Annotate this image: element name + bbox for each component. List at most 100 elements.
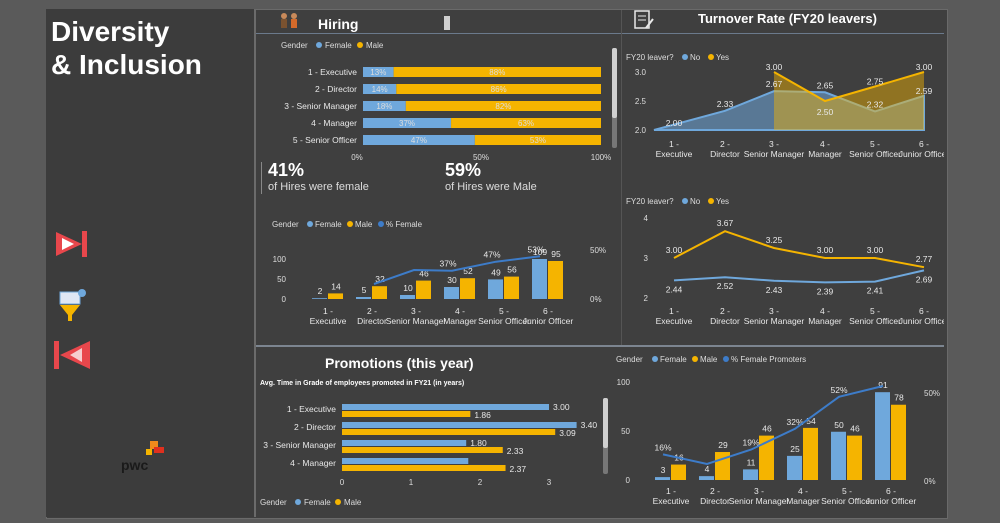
category-label: Executive — [653, 496, 690, 506]
category-label: Junior Officer — [899, 149, 944, 159]
turnover-line-chart: FY20 leaver? No Yes 4 3 2 2.44 2.52 2.43 2.39 2… — [626, 197, 944, 326]
data-label: 14 — [331, 281, 341, 291]
category-label: Senior Manager — [386, 316, 447, 326]
legend-yes: Yes — [716, 197, 729, 206]
data-label: 91 — [878, 380, 888, 390]
bar-male — [671, 464, 686, 480]
filter-icon[interactable] — [59, 289, 86, 321]
bar-female — [831, 431, 846, 480]
scrollbar-thumb[interactable] — [612, 48, 617, 118]
data-label: 11 — [747, 457, 756, 467]
category-label: 6 - — [886, 486, 896, 496]
avg-time-chart: Avg. Time in Grade of employees promoted… — [260, 380, 608, 507]
pct-female-line — [662, 385, 884, 466]
bar-female — [363, 67, 394, 77]
data-label: 2.33 — [717, 99, 734, 109]
pct-label: 37% — [439, 259, 456, 269]
hires-bar-chart: Gender Female Male % Female 100 50 0 50% 0% 2… — [272, 220, 606, 326]
data-label: 3.67 — [717, 218, 734, 228]
legend-yes-dot — [708, 198, 714, 204]
data-label: 2.52 — [717, 281, 734, 291]
hiring-stacked-chart: Gender Female Male 1 - Executive 13% 88% 2 … — [281, 41, 617, 162]
scrollbar-thumb[interactable] — [603, 398, 608, 448]
category-label: Manager — [808, 149, 842, 159]
bar-male — [451, 118, 601, 128]
pct-label: 47% — [483, 250, 500, 260]
category-label: 1 - — [669, 306, 679, 316]
y2-tick: 0% — [590, 295, 602, 304]
category-label: 5 - — [499, 306, 509, 316]
tick-0: 0% — [351, 153, 363, 162]
y-tick: 0 — [626, 476, 631, 485]
y-tick: 2.0 — [635, 126, 647, 135]
bar-male — [416, 280, 431, 299]
tick-100: 100% — [591, 153, 611, 162]
data-label: 2.39 — [817, 286, 834, 296]
bar-male — [548, 261, 563, 299]
legend-female-dot — [307, 221, 313, 227]
y2-tick: 50% — [590, 246, 606, 255]
data-label: 2.41 — [867, 286, 884, 296]
category-label: 3 - — [411, 306, 421, 316]
divider — [621, 10, 622, 345]
bar-male — [342, 465, 506, 471]
title-line-1: Diversity — [51, 16, 170, 47]
data-label: 4 — [705, 464, 710, 474]
category-label: Manager — [786, 496, 820, 506]
legend-female: Female — [304, 498, 331, 507]
y2-tick: 0% — [924, 477, 936, 486]
category-label: Executive — [656, 149, 693, 159]
y-tick: 2 — [644, 294, 649, 303]
data-label: 3.40 — [581, 420, 598, 430]
bar-female — [342, 404, 549, 410]
pct-label: 19% — [742, 438, 759, 448]
category-label: Manager — [443, 316, 477, 326]
bar-male — [396, 84, 601, 94]
category-label: 2 - — [710, 486, 720, 496]
data-label: 3.00 — [867, 245, 884, 255]
bar-male — [474, 135, 601, 145]
pwc-logo: pwc — [121, 441, 164, 473]
legend-male: Male — [366, 41, 384, 50]
legend-male: Male — [344, 498, 362, 507]
promotions-bar-chart: Gender Female Male % Female Promoters 10… — [616, 355, 940, 506]
area-yes — [774, 72, 924, 130]
legend-female-dot — [316, 42, 322, 48]
bar-male — [803, 427, 818, 480]
bar-male — [372, 286, 387, 299]
data-label: 78 — [894, 393, 904, 403]
data-label: 2.59 — [916, 86, 933, 96]
y-tick: 2.5 — [635, 97, 647, 106]
pct-female-line — [373, 255, 541, 285]
data-label: 2.69 — [916, 274, 933, 284]
line-yes — [773, 71, 925, 103]
back-icon[interactable] — [54, 341, 90, 369]
play-next-icon[interactable] — [56, 231, 87, 257]
bar-male — [759, 435, 774, 480]
turnover-doc-icon — [634, 10, 654, 29]
x-tick: 0 — [340, 478, 345, 487]
category-label: Junior Officer — [523, 316, 574, 326]
data-label: 2.33 — [507, 446, 524, 456]
legend-female: Female — [660, 355, 687, 364]
legend-no-dot — [682, 198, 688, 204]
data-label: 13% — [370, 68, 386, 77]
series-line-no — [673, 269, 925, 284]
hiring-people-icon — [281, 13, 297, 28]
category-label: 6 - — [919, 306, 929, 316]
data-label: 30 — [447, 275, 457, 285]
left-panel: Diversity & Inclusion pwc — [46, 9, 256, 517]
category-label: 4 - — [798, 486, 808, 496]
data-label: 3.00 — [666, 245, 683, 255]
data-label: 88% — [489, 68, 505, 77]
data-label: 46 — [419, 269, 429, 279]
data-label: 2.37 — [510, 464, 527, 474]
divider — [256, 33, 944, 34]
pct-label: 16% — [654, 442, 671, 452]
bar-male — [328, 293, 343, 299]
data-label: 18% — [376, 102, 392, 111]
category-label: 5 - — [870, 139, 880, 149]
scroll-handle[interactable] — [444, 16, 450, 30]
bar-female — [444, 287, 459, 299]
data-label: 2 — [318, 286, 323, 296]
